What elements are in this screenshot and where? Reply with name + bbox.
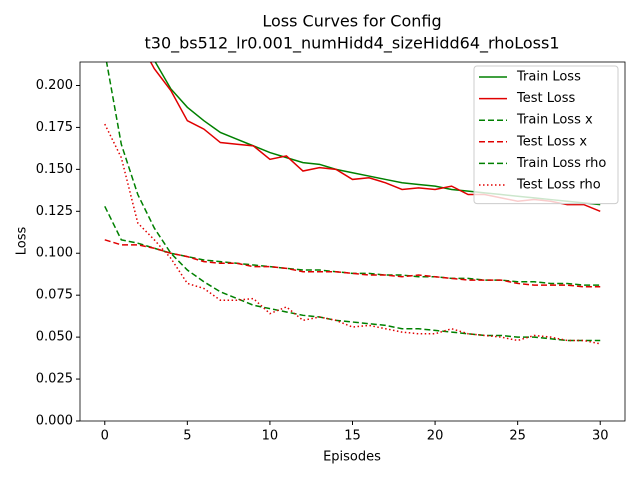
x-tick-label: 10 [262, 429, 279, 444]
y-axis-label: Loss [15, 227, 30, 256]
x-tick-label: 15 [344, 429, 361, 444]
y-tick-label: 0.200 [36, 78, 73, 93]
x-tick-label: 30 [592, 429, 609, 444]
legend-label: Test Loss x [516, 134, 587, 149]
chart-title: Loss Curves for Config [262, 12, 441, 31]
y-tick-label: 0.050 [36, 330, 73, 345]
legend-box [473, 65, 619, 205]
series-line [104, 205, 601, 286]
series-line [105, 62, 601, 342]
legend-label: Train Loss [516, 70, 581, 85]
x-axis-label: Episodes [323, 450, 381, 465]
y-tick-label: 0.150 [36, 162, 73, 177]
chart-subtitle: t30_bs512_lr0.001_numHidd4_sizeHidd64_rh… [145, 34, 560, 54]
x-tick-label: 25 [509, 429, 526, 444]
legend-label: Train Loss x [516, 113, 593, 128]
x-tick-label: 5 [183, 429, 191, 444]
x-tick-label: 0 [101, 429, 109, 444]
legend-label: Test Loss [516, 91, 575, 106]
y-tick-label: 0.175 [36, 120, 73, 135]
y-tick-label: 0.075 [36, 288, 73, 303]
y-tick-label: 0.100 [36, 246, 73, 261]
x-tick-label: 20 [427, 429, 444, 444]
plot-frame [79, 61, 626, 422]
legend-label: Train Loss rho [516, 156, 606, 171]
series-line [104, 239, 601, 288]
legend-label: Test Loss rho [516, 178, 601, 193]
y-tick-label: 0.125 [36, 204, 73, 219]
y-tick-label: 0.000 [36, 414, 73, 429]
y-tick-label: 0.025 [36, 372, 73, 387]
